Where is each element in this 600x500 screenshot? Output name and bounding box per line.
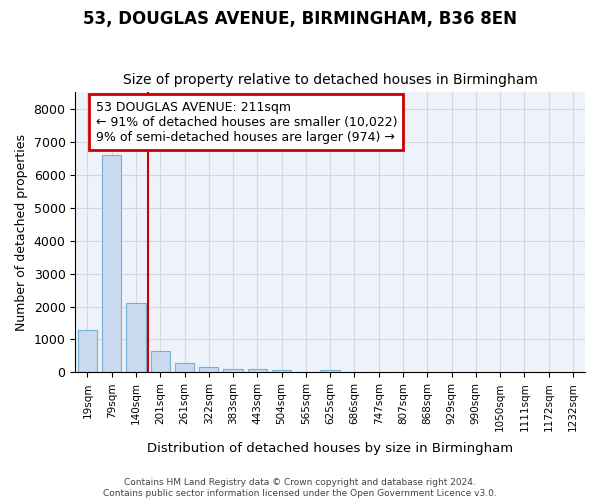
Bar [175,362,194,372]
Text: 53, DOUGLAS AVENUE, BIRMINGHAM, B36 8EN: 53, DOUGLAS AVENUE, BIRMINGHAM, B36 8EN [83,10,517,28]
Bar [223,369,243,372]
Bar [102,155,121,372]
Text: 53 DOUGLAS AVENUE: 211sqm
← 91% of detached houses are smaller (10,022)
9% of se: 53 DOUGLAS AVENUE: 211sqm ← 91% of detac… [95,100,397,144]
Text: Contains HM Land Registry data © Crown copyright and database right 2024.
Contai: Contains HM Land Registry data © Crown c… [103,478,497,498]
X-axis label: Distribution of detached houses by size in Birmingham: Distribution of detached houses by size … [147,442,513,455]
Y-axis label: Number of detached properties: Number of detached properties [15,134,28,331]
Bar [78,330,97,372]
Bar [272,370,292,372]
Title: Size of property relative to detached houses in Birmingham: Size of property relative to detached ho… [123,73,538,87]
Bar [248,369,267,372]
Bar [199,368,218,372]
Bar [151,351,170,372]
Bar [126,303,146,372]
Bar [320,370,340,372]
